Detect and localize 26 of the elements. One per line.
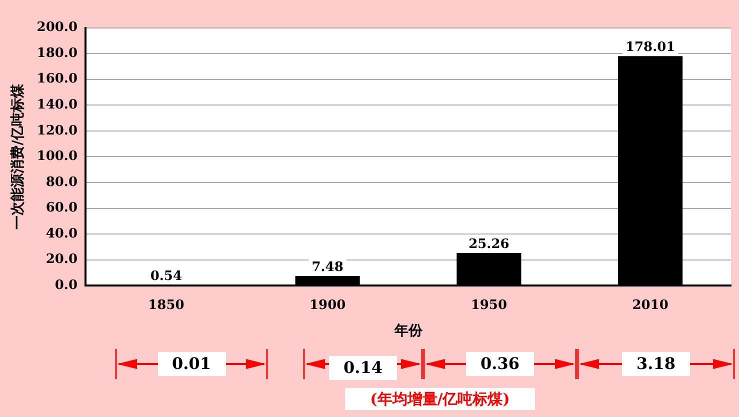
data-label: 0.54 <box>150 268 182 284</box>
y-tick-label: 140.0 <box>36 98 78 113</box>
x-tick-label: 1850 <box>148 298 184 313</box>
y-tick-label: 20.0 <box>46 252 78 268</box>
y-tick-label: 200.0 <box>36 20 78 36</box>
x-tick-label: 1950 <box>470 298 508 313</box>
x-tick-label: 1900 <box>309 298 346 313</box>
y-tick-label: 160.0 <box>36 72 78 87</box>
y-tick-label: 40.0 <box>46 226 78 242</box>
data-label: 7.48 <box>312 260 344 275</box>
y-tick-label: 120.0 <box>36 123 78 138</box>
y-tick-label: 180.0 <box>36 46 78 61</box>
y-tick-label: 0.0 <box>54 278 78 293</box>
text: (年均增量/亿吨标煤) <box>345 388 535 410</box>
data-label: 25.26 <box>468 236 510 252</box>
text: 0.01 <box>158 352 226 376</box>
data-label: 178.01 <box>625 40 676 56</box>
text: 0.14 <box>329 356 397 380</box>
x-axis-title: 年份 <box>393 323 424 340</box>
y-tick-label: 60.0 <box>46 200 78 216</box>
text: 0.36 <box>466 352 534 376</box>
y-tick-label: 100.0 <box>36 149 78 164</box>
text: 3.18 <box>622 352 690 376</box>
y-axis-title: 一次能源消费/亿吨标煤 <box>10 83 26 230</box>
y-tick-label: 80.0 <box>46 174 78 190</box>
x-tick-label: 2010 <box>632 298 668 313</box>
